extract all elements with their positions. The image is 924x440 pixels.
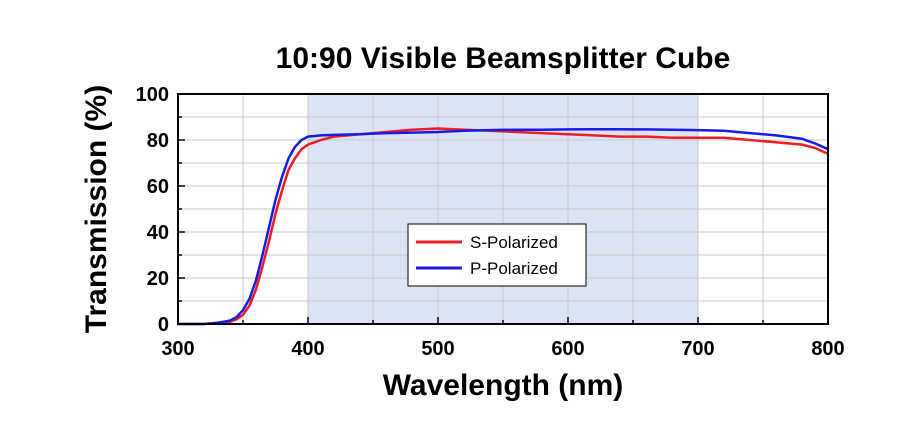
tick-marks xyxy=(177,93,829,325)
x-tick-label: 700 xyxy=(681,338,714,360)
chart-title: 10:90 Visible Beamsplitter Cube xyxy=(276,42,731,75)
legend: S-Polarized P-Polarized xyxy=(407,223,587,287)
x-tick-label: 500 xyxy=(421,338,454,360)
legend-label-s: S-Polarized xyxy=(470,233,558,252)
y-axis-label: Transmission (%) xyxy=(80,85,113,333)
y-tick-label: 0 xyxy=(158,314,169,336)
x-tick-label: 600 xyxy=(551,338,584,360)
y-tick-label: 20 xyxy=(147,268,169,290)
legend-box xyxy=(407,223,587,287)
y-tick-label: 80 xyxy=(147,130,169,152)
x-tick-label: 800 xyxy=(811,338,844,360)
y-tick-label: 100 xyxy=(136,84,169,106)
x-tick-label: 300 xyxy=(161,338,194,360)
series-layer xyxy=(178,127,829,326)
x-axis-label: Wavelength (nm) xyxy=(383,369,624,402)
x-tick-label: 400 xyxy=(291,338,324,360)
legend-label-p: P-Polarized xyxy=(470,259,558,278)
y-tick-label: 40 xyxy=(147,222,169,244)
y-tick-label: 60 xyxy=(147,176,169,198)
grid-lines xyxy=(178,94,828,324)
series-line-p-polarized xyxy=(178,127,829,326)
tick-labels: 300 400 500 600 700 800 0 20 40 60 80 100 xyxy=(136,84,845,360)
